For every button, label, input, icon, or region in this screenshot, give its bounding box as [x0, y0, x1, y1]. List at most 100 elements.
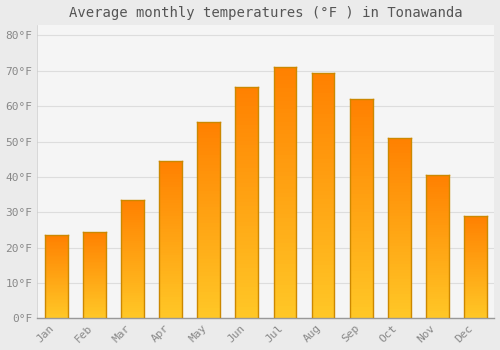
Bar	[350, 150, 372, 154]
Bar	[350, 168, 372, 172]
Bar	[236, 284, 258, 287]
Bar	[426, 249, 448, 251]
Bar	[198, 148, 220, 152]
Bar	[83, 252, 106, 253]
Bar	[198, 269, 220, 272]
Bar	[426, 247, 448, 249]
Bar	[388, 141, 410, 144]
Bar	[45, 286, 68, 288]
Bar	[45, 310, 68, 311]
Bar	[236, 106, 258, 110]
Bar	[350, 311, 372, 315]
Bar	[350, 154, 372, 158]
Bar	[83, 302, 106, 304]
Bar	[236, 241, 258, 245]
Bar	[388, 156, 410, 159]
Bar	[198, 256, 220, 259]
Bar	[312, 298, 334, 302]
Bar	[45, 304, 68, 306]
Bar	[198, 181, 220, 184]
Bar	[198, 315, 220, 318]
Bar	[160, 226, 182, 229]
Bar	[236, 148, 258, 152]
Bar	[274, 301, 296, 306]
Bar	[121, 219, 144, 222]
Bar	[121, 304, 144, 306]
Bar	[198, 227, 220, 230]
Bar	[274, 138, 296, 142]
Bar	[198, 217, 220, 220]
Bar	[312, 101, 334, 105]
Bar	[236, 249, 258, 253]
Bar	[160, 161, 182, 163]
Bar	[160, 250, 182, 253]
Bar	[198, 243, 220, 246]
Bar	[45, 244, 68, 245]
Bar	[312, 248, 334, 253]
Bar	[388, 150, 410, 153]
Bar	[274, 88, 296, 92]
Bar	[426, 273, 448, 275]
Bar	[426, 232, 448, 235]
Bar	[274, 247, 296, 251]
Bar	[388, 249, 410, 252]
Bar	[274, 105, 296, 109]
Bar	[464, 236, 487, 238]
Bar	[274, 92, 296, 97]
Bar	[312, 72, 334, 77]
Bar	[426, 209, 448, 211]
Bar	[160, 208, 182, 211]
Bar	[312, 220, 334, 224]
Bar	[121, 225, 144, 228]
Bar	[388, 207, 410, 210]
Bar	[426, 285, 448, 287]
Bar	[464, 228, 487, 229]
Bar	[236, 253, 258, 257]
Bar	[236, 195, 258, 198]
Bar	[121, 224, 144, 225]
Bar	[198, 214, 220, 217]
Bar	[198, 276, 220, 279]
Bar	[198, 233, 220, 237]
Bar	[350, 121, 372, 125]
Bar	[45, 293, 68, 295]
Bar	[160, 266, 182, 268]
Bar	[121, 259, 144, 261]
Bar	[198, 171, 220, 174]
Bar	[274, 163, 296, 168]
Bar	[45, 250, 68, 252]
Bar	[388, 300, 410, 303]
Bar	[236, 183, 258, 187]
Bar	[350, 117, 372, 121]
Bar	[388, 144, 410, 147]
Bar	[464, 221, 487, 223]
Bar	[464, 315, 487, 316]
Bar	[121, 216, 144, 218]
Bar	[388, 276, 410, 279]
Bar	[274, 71, 296, 76]
Bar	[160, 221, 182, 224]
Bar	[121, 222, 144, 224]
Bar	[274, 293, 296, 297]
Bar	[464, 238, 487, 240]
Bar	[236, 98, 258, 102]
Bar	[198, 188, 220, 191]
Bar	[198, 191, 220, 194]
Bar	[83, 232, 106, 233]
Bar	[426, 201, 448, 204]
Bar	[83, 281, 106, 282]
Bar	[198, 155, 220, 158]
Bar	[198, 142, 220, 145]
Bar	[312, 154, 334, 159]
Bar	[83, 262, 106, 263]
Bar	[236, 137, 258, 141]
Bar	[121, 241, 144, 243]
Bar	[312, 310, 334, 314]
Bar	[312, 306, 334, 310]
Bar	[160, 187, 182, 190]
Bar	[350, 278, 372, 282]
Bar	[160, 237, 182, 239]
Bar	[464, 233, 487, 234]
Bar	[121, 210, 144, 212]
Bar	[388, 165, 410, 168]
